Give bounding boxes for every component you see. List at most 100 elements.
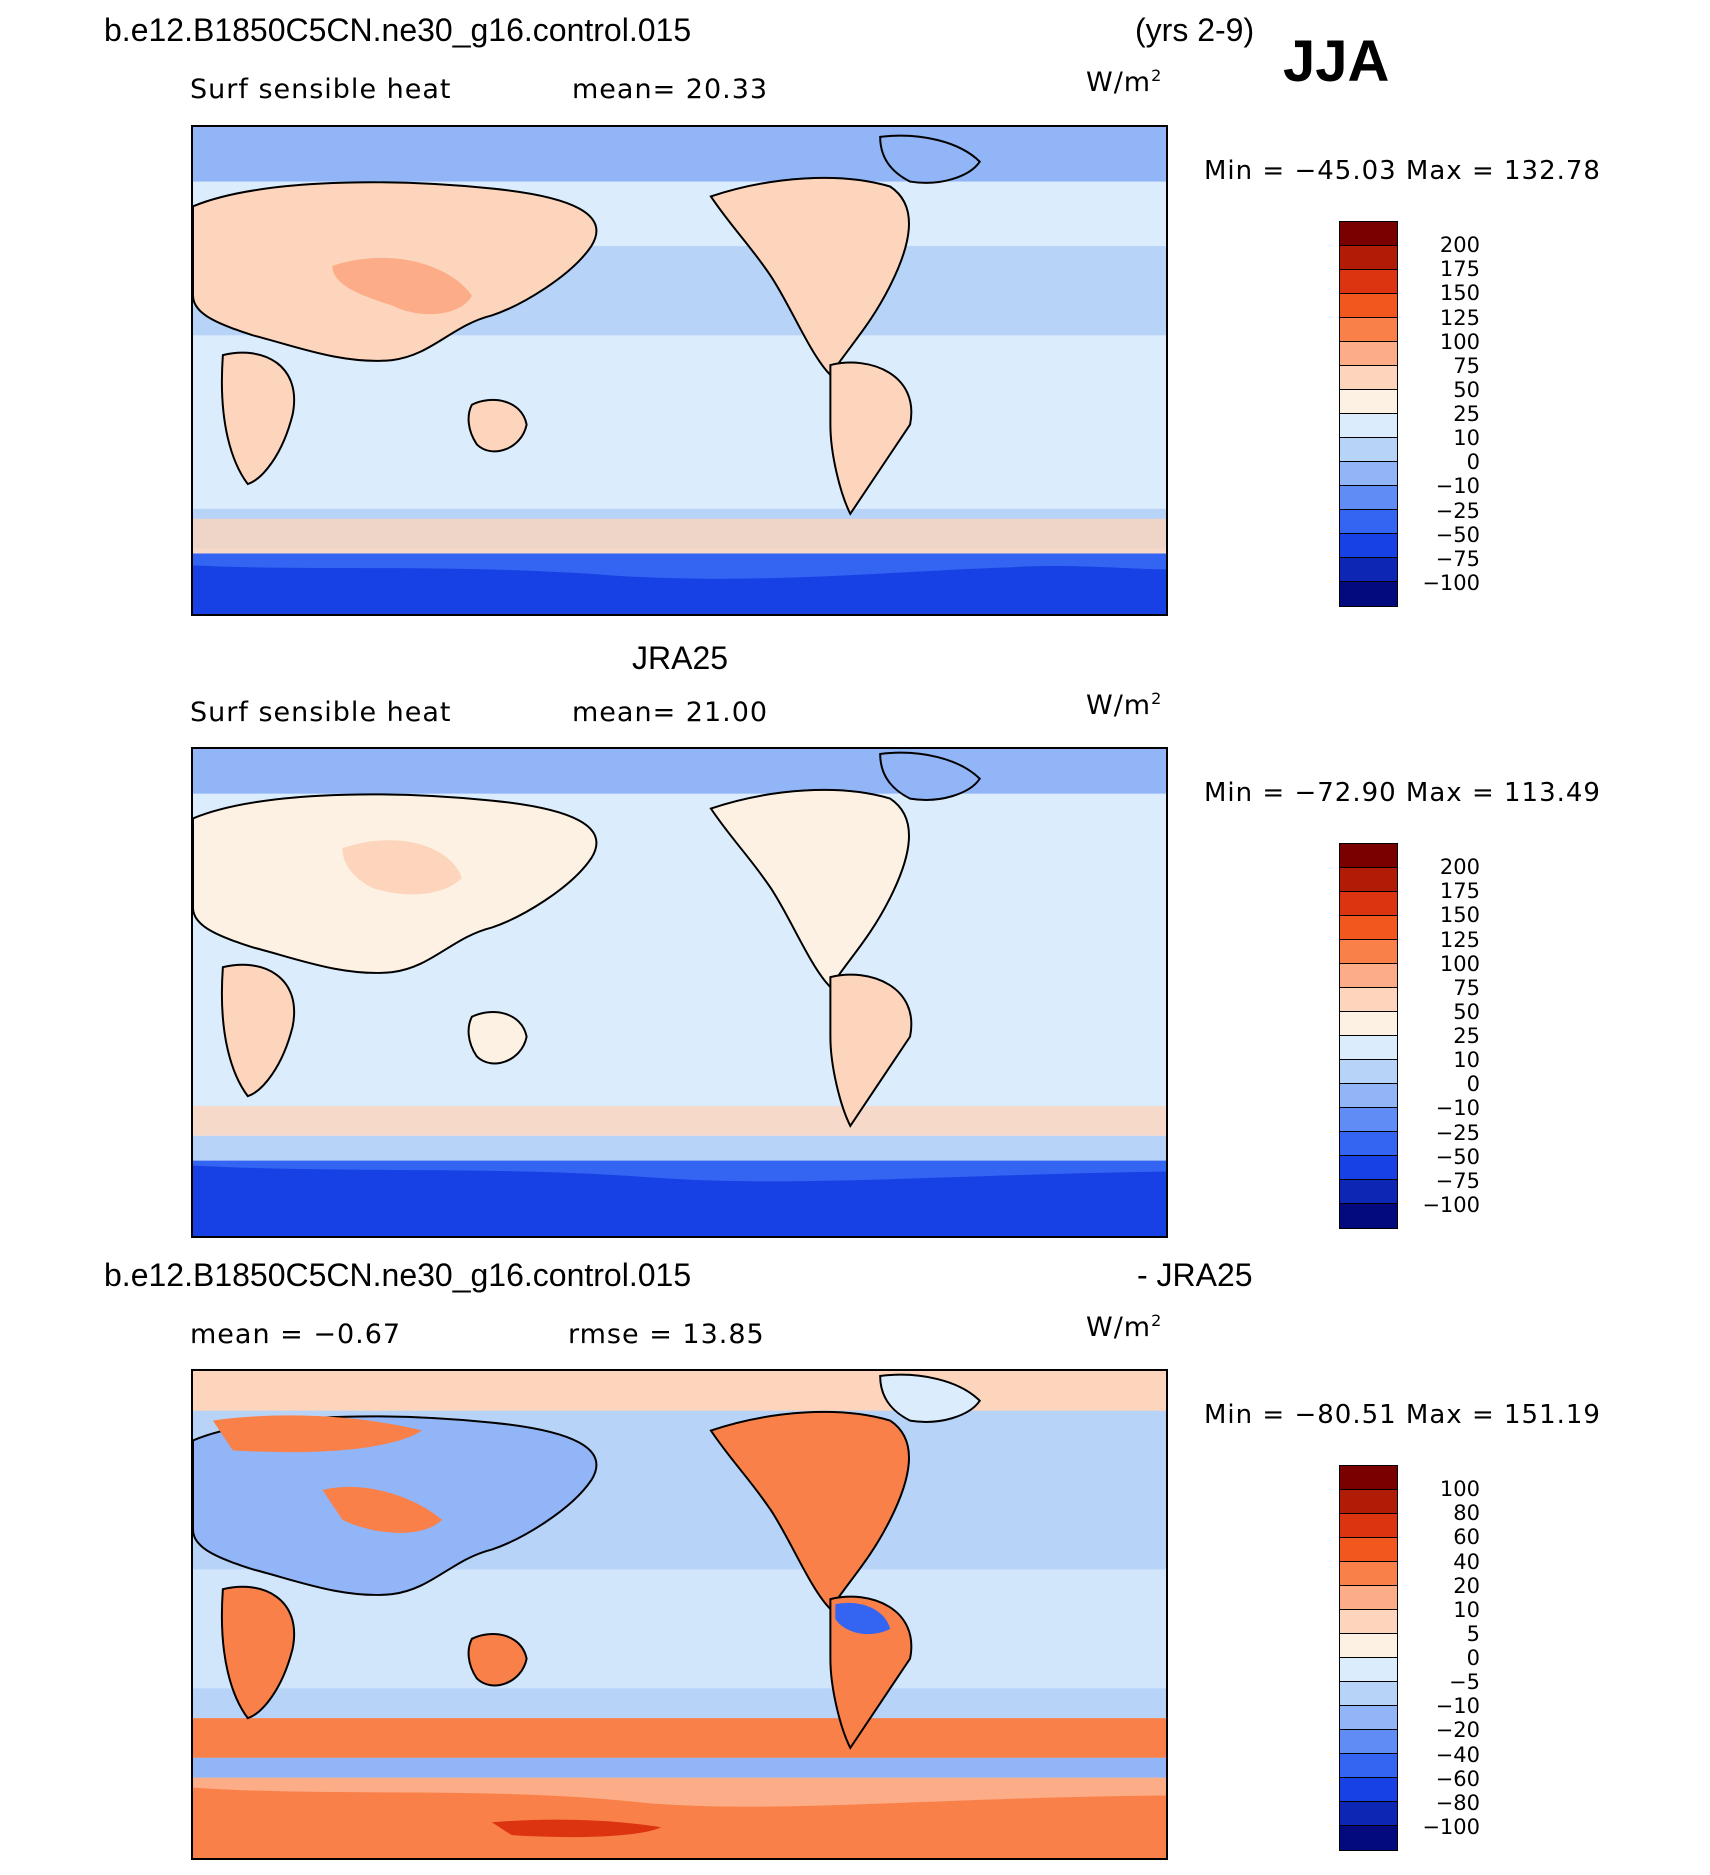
colorbar-level-label: 10: [1453, 426, 1480, 451]
colorbar-level-label: 175: [1439, 879, 1480, 904]
colorbar-swatch: [1340, 1610, 1397, 1634]
colorbar-level-label: 40: [1453, 1549, 1480, 1574]
colorbar-level-label: 0: [1466, 450, 1480, 475]
colorbar-level-label: −10: [1435, 1096, 1480, 1121]
panel3-minus-obs: - JRA25: [1137, 1257, 1253, 1293]
colorbar-swatch: [1340, 342, 1397, 366]
colorbar-swatch: [1340, 964, 1397, 988]
panel1-case-title: b.e12.B1850C5CN.ne30_g16.control.015: [104, 12, 692, 48]
panel1-variable-label: Surf sensible heat: [190, 74, 452, 105]
panel3-units: W/m2: [1086, 1311, 1163, 1343]
colorbar-level-label: −100: [1422, 570, 1480, 595]
colorbar-level-label: −60: [1435, 1766, 1480, 1791]
colorbar-swatch: [1340, 318, 1397, 342]
colorbar-swatch: [1340, 1490, 1397, 1514]
colorbar-swatch: [1340, 438, 1397, 462]
colorbar-level-label: 20: [1453, 1573, 1480, 1598]
colorbar-swatch: [1340, 1466, 1397, 1490]
colorbar-swatch: [1340, 1802, 1397, 1826]
colorbar-level-label: 10: [1453, 1048, 1480, 1073]
colorbar-level-label: −10: [1435, 1694, 1480, 1719]
panel2-units: W/m2: [1086, 689, 1163, 721]
colorbar-level-label: 100: [1439, 1477, 1480, 1502]
colorbar-level-label: 80: [1453, 1501, 1480, 1526]
colorbar-level-label: 150: [1439, 281, 1480, 306]
panel3-map: [191, 1369, 1168, 1860]
colorbar-swatch: [1340, 844, 1397, 868]
colorbar-swatch: [1340, 1538, 1397, 1562]
colorbar-swatch: [1340, 1586, 1397, 1610]
panel3-min-max: Min = −80.51 Max = 151.19: [1204, 1400, 1601, 1430]
colorbar-swatch: [1340, 1730, 1397, 1754]
colorbar-swatch: [1340, 414, 1397, 438]
panel1-colorbar-labels: 200 175 150 125 100 75 50 25 10 0 −10 −25 −50 −75 −100: [1410, 221, 1480, 607]
panel3-colorbar-labels: 100 80 60 40 20 10 5 0 −5 −10 −20 −40 −60 −80 −100: [1410, 1465, 1480, 1851]
colorbar-swatch: [1340, 1060, 1397, 1084]
colorbar-swatch: [1340, 1036, 1397, 1060]
colorbar-level-label: 0: [1466, 1646, 1480, 1670]
colorbar-swatch: [1340, 246, 1397, 270]
colorbar-swatch: [1340, 1658, 1397, 1682]
season-label: JJA: [1283, 29, 1390, 94]
panel1-min-max: Min = −45.03 Max = 132.78: [1204, 156, 1601, 186]
panel1-units: W/m2: [1086, 66, 1163, 98]
panel3-case-title: b.e12.B1850C5CN.ne30_g16.control.015: [104, 1257, 692, 1293]
panel1-mean: mean= 20.33: [572, 74, 769, 105]
colorbar-swatch: [1340, 1754, 1397, 1778]
colorbar-level-label: 5: [1466, 1621, 1480, 1646]
colorbar-level-label: 0: [1466, 1072, 1480, 1097]
panel1-colorbar: [1339, 221, 1398, 607]
colorbar-level-label: −50: [1435, 1144, 1480, 1169]
colorbar-level-label: 125: [1439, 927, 1480, 952]
colorbar-swatch: [1340, 1108, 1397, 1132]
colorbar-swatch: [1340, 1084, 1397, 1108]
colorbar-swatch: [1340, 1778, 1397, 1802]
colorbar-level-label: 175: [1439, 257, 1480, 282]
colorbar-level-label: 100: [1439, 329, 1480, 354]
colorbar-swatch: [1340, 510, 1397, 534]
colorbar-swatch: [1340, 582, 1397, 606]
colorbar-level-label: −5: [1449, 1670, 1480, 1695]
colorbar-level-label: −80: [1435, 1790, 1480, 1815]
panel1-years: (yrs 2-9): [1135, 12, 1255, 48]
panel1-map-svg: [193, 127, 1166, 614]
colorbar-swatch: [1340, 1682, 1397, 1706]
colorbar-swatch: [1340, 940, 1397, 964]
colorbar-swatch: [1340, 892, 1397, 916]
panel3-mean: mean = −0.67: [190, 1319, 402, 1350]
colorbar-swatch: [1340, 462, 1397, 486]
colorbar-level-label: −75: [1435, 1168, 1480, 1193]
colorbar-level-label: 50: [1453, 377, 1480, 402]
panel2-min-max: Min = −72.90 Max = 113.49: [1204, 778, 1601, 808]
colorbar-level-label: −25: [1435, 1120, 1480, 1145]
colorbar-level-label: −20: [1435, 1718, 1480, 1743]
colorbar-swatch: [1340, 916, 1397, 940]
colorbar-level-label: 50: [1453, 999, 1480, 1024]
colorbar-swatch: [1340, 486, 1397, 510]
colorbar-swatch: [1340, 1826, 1397, 1850]
colorbar-swatch: [1340, 1180, 1397, 1204]
colorbar-swatch: [1340, 1156, 1397, 1180]
colorbar-level-label: 25: [1453, 402, 1480, 426]
colorbar-level-label: 25: [1453, 1024, 1480, 1048]
colorbar-swatch: [1340, 1012, 1397, 1036]
colorbar-swatch: [1340, 222, 1397, 246]
colorbar-level-label: −75: [1435, 546, 1480, 571]
colorbar-swatch: [1340, 868, 1397, 892]
colorbar-level-label: 75: [1453, 353, 1480, 378]
colorbar-swatch: [1340, 270, 1397, 294]
colorbar-level-label: −50: [1435, 522, 1480, 547]
panel2-colorbar: [1339, 843, 1398, 1229]
panel2-map: [191, 747, 1168, 1238]
colorbar-level-label: −100: [1422, 1192, 1480, 1217]
colorbar-swatch: [1340, 294, 1397, 318]
colorbar-swatch: [1340, 366, 1397, 390]
colorbar-swatch: [1340, 1706, 1397, 1730]
colorbar-swatch: [1340, 1562, 1397, 1586]
colorbar-swatch: [1340, 534, 1397, 558]
colorbar-level-label: 200: [1439, 855, 1480, 880]
colorbar-level-label: −100: [1422, 1814, 1480, 1839]
panel3-map-svg: [193, 1371, 1166, 1858]
colorbar-level-label: 75: [1453, 975, 1480, 1000]
colorbar-swatch: [1340, 1634, 1397, 1658]
